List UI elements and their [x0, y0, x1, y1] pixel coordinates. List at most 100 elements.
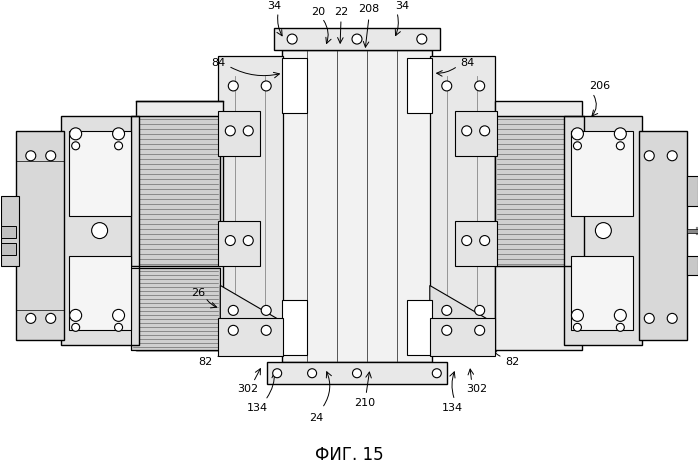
Circle shape: [417, 34, 427, 44]
Bar: [131, 116, 220, 265]
Circle shape: [617, 142, 624, 150]
Text: 22: 22: [334, 7, 348, 17]
Bar: [267, 362, 447, 384]
Text: 84: 84: [461, 58, 475, 68]
Circle shape: [70, 128, 82, 140]
Bar: [16, 131, 64, 340]
Text: 302: 302: [237, 384, 258, 394]
Bar: [69, 256, 131, 330]
Bar: [565, 116, 642, 345]
Bar: [61, 116, 138, 345]
Circle shape: [273, 369, 282, 378]
Bar: [218, 56, 283, 335]
Circle shape: [26, 313, 36, 323]
Circle shape: [614, 128, 626, 140]
Text: 134: 134: [442, 403, 463, 413]
Circle shape: [45, 151, 56, 161]
Bar: [136, 101, 223, 350]
Bar: [69, 131, 131, 216]
Circle shape: [243, 126, 253, 136]
Bar: [407, 58, 432, 113]
Circle shape: [92, 223, 108, 239]
Bar: [572, 256, 633, 330]
Text: 82: 82: [505, 357, 520, 367]
Text: 82: 82: [199, 357, 212, 367]
Circle shape: [243, 235, 253, 246]
Bar: [430, 56, 495, 335]
Bar: [455, 111, 496, 156]
Text: 208: 208: [359, 4, 380, 14]
Circle shape: [72, 142, 80, 150]
Circle shape: [572, 128, 584, 140]
Circle shape: [432, 369, 441, 378]
Text: 24: 24: [309, 413, 323, 423]
Polygon shape: [220, 286, 280, 356]
Text: 134: 134: [247, 403, 268, 413]
Text: 210: 210: [354, 398, 375, 408]
Circle shape: [26, 151, 36, 161]
Text: 20: 20: [311, 7, 325, 17]
Circle shape: [308, 369, 317, 378]
Circle shape: [229, 325, 238, 335]
Bar: [282, 50, 432, 362]
Bar: [274, 28, 440, 50]
Circle shape: [475, 81, 484, 91]
Bar: [495, 116, 584, 265]
Circle shape: [352, 34, 362, 44]
Circle shape: [644, 151, 654, 161]
Bar: [218, 318, 283, 356]
Text: 84: 84: [211, 58, 226, 68]
Circle shape: [572, 310, 584, 321]
Circle shape: [475, 325, 484, 335]
Circle shape: [462, 126, 472, 136]
Circle shape: [668, 313, 677, 323]
Circle shape: [462, 235, 472, 246]
Polygon shape: [430, 286, 490, 356]
Text: 26: 26: [192, 288, 206, 298]
Circle shape: [617, 323, 624, 331]
Circle shape: [261, 305, 271, 315]
Circle shape: [225, 126, 236, 136]
Bar: [1, 226, 16, 238]
Bar: [495, 101, 582, 350]
Text: 34: 34: [267, 1, 281, 11]
Bar: [407, 301, 432, 356]
Circle shape: [225, 235, 236, 246]
Circle shape: [229, 81, 238, 91]
Text: 206: 206: [589, 81, 610, 91]
Circle shape: [72, 323, 80, 331]
Circle shape: [115, 323, 122, 331]
Circle shape: [573, 142, 582, 150]
Bar: [218, 111, 260, 156]
Circle shape: [668, 151, 677, 161]
Circle shape: [287, 34, 297, 44]
Circle shape: [113, 310, 124, 321]
Circle shape: [442, 81, 452, 91]
Bar: [282, 58, 307, 113]
Circle shape: [261, 81, 271, 91]
Bar: [640, 131, 687, 340]
Circle shape: [45, 313, 56, 323]
Bar: [282, 301, 307, 356]
Circle shape: [480, 235, 490, 246]
Circle shape: [261, 325, 271, 335]
Text: ФИГ. 15: ФИГ. 15: [315, 446, 383, 464]
Circle shape: [442, 325, 452, 335]
Circle shape: [480, 126, 490, 136]
Bar: [687, 256, 698, 275]
Circle shape: [352, 369, 361, 378]
Bar: [430, 318, 495, 356]
Bar: [455, 220, 496, 265]
Circle shape: [113, 128, 124, 140]
Circle shape: [596, 223, 612, 239]
Bar: [572, 131, 633, 216]
Bar: [131, 268, 220, 350]
Circle shape: [644, 313, 654, 323]
Bar: [687, 228, 698, 233]
Circle shape: [475, 305, 484, 315]
Circle shape: [573, 323, 582, 331]
Bar: [687, 176, 698, 205]
Text: 34: 34: [395, 1, 409, 11]
Bar: [1, 196, 19, 265]
Circle shape: [614, 310, 626, 321]
